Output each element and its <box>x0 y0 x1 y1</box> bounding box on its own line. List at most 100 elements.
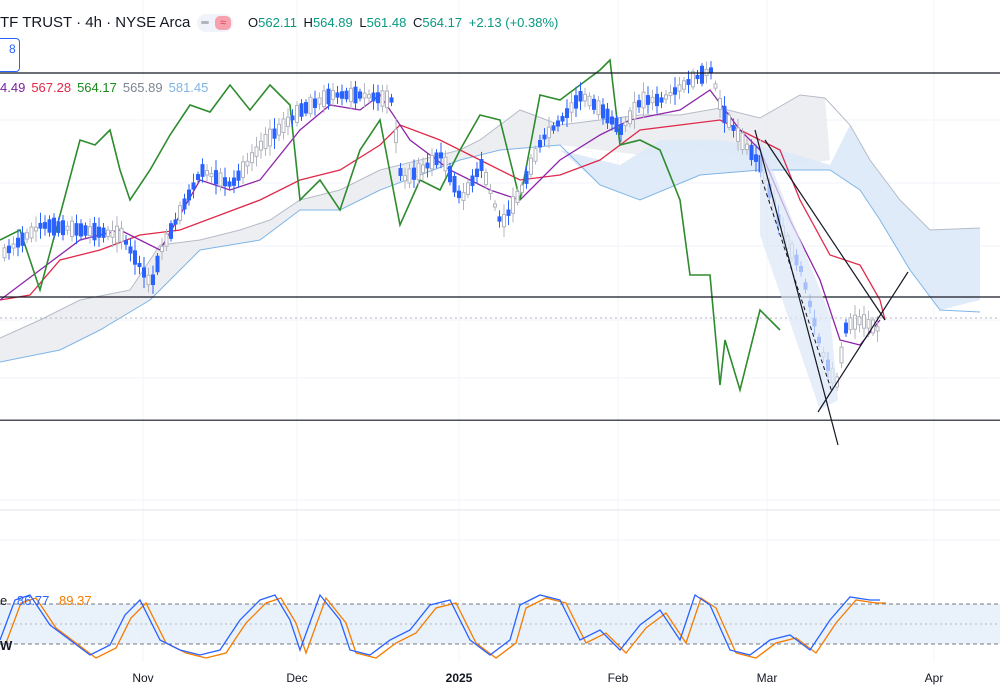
candle-body <box>596 100 601 116</box>
candle-body <box>241 161 245 179</box>
candle-body <box>331 90 335 100</box>
candle-body <box>605 108 610 124</box>
cloud-gray <box>0 95 830 362</box>
candle-body <box>862 314 866 329</box>
candle-body <box>101 227 106 238</box>
candle-body <box>295 105 299 123</box>
candle-body <box>425 162 430 169</box>
candle-body <box>115 225 119 244</box>
candle-body <box>416 162 421 181</box>
candle-body <box>515 191 520 203</box>
candle-body <box>628 110 632 125</box>
candle-body <box>52 217 56 236</box>
candle-body <box>56 221 61 233</box>
ichimoku-cloud <box>0 94 981 363</box>
candle-body <box>479 159 484 171</box>
candle-body <box>268 128 272 147</box>
close-value: 564.17 <box>422 15 463 30</box>
wedge-fill <box>760 138 838 410</box>
high-value: 564.89 <box>312 15 353 30</box>
candle-body <box>520 184 524 193</box>
candle-body <box>214 170 218 185</box>
candle-body <box>70 220 74 238</box>
candle-body <box>124 240 128 245</box>
candle-body <box>749 144 754 161</box>
candle-body <box>200 164 205 177</box>
candle-body <box>610 116 614 125</box>
candle-body <box>385 90 389 108</box>
candle-body <box>844 322 848 334</box>
candle-body <box>578 90 583 102</box>
ichimoku-value-4: 581.45 <box>168 80 209 95</box>
candle-body <box>371 92 376 102</box>
candle-body <box>205 169 209 176</box>
minus-icon <box>201 21 209 24</box>
candle-body <box>164 233 169 247</box>
candle-body <box>439 152 443 159</box>
candle-body <box>97 226 101 238</box>
candle-body <box>232 177 236 186</box>
indicator-toggle[interactable]: ≈ <box>197 14 233 32</box>
span-a-line <box>0 94 981 339</box>
candle-body <box>745 143 749 151</box>
candle-body <box>677 84 682 92</box>
candle-body <box>691 71 695 88</box>
time-label-mar: Mar <box>756 671 778 685</box>
time-label-dec: Dec <box>286 671 308 685</box>
candle-body <box>538 140 542 148</box>
candle-body <box>43 222 47 229</box>
ichimoku-value-3: 565.89 <box>122 80 163 95</box>
indicator-count-badge[interactable]: 8 <box>0 38 20 72</box>
candle-body <box>623 121 628 127</box>
time-label-feb: Feb <box>607 671 629 685</box>
candle-body <box>430 154 434 170</box>
ichimoku-value-1: 567.28 <box>31 80 72 95</box>
candle-body <box>709 67 713 74</box>
candle-body <box>614 117 619 133</box>
lagging-line <box>0 58 781 394</box>
candle-body <box>88 226 92 236</box>
candle-body <box>673 87 677 95</box>
candle-body <box>695 74 700 80</box>
candle-body <box>713 83 718 89</box>
candle-body <box>277 123 281 136</box>
horizontal-levels[interactable] <box>0 72 1000 421</box>
candle-body <box>740 132 745 151</box>
stoch-prefix: e <box>0 593 8 608</box>
candle-body <box>173 219 178 225</box>
candle-body <box>569 102 574 113</box>
candle-body <box>317 97 322 105</box>
candle-body <box>358 91 362 99</box>
candle-body <box>574 95 578 109</box>
candle-body <box>380 90 385 107</box>
change-value: +2.13 (+0.38%) <box>468 15 559 30</box>
candle-body <box>443 156 448 172</box>
candle-body <box>110 229 115 238</box>
candle-body <box>434 152 439 166</box>
candle-body <box>61 220 65 236</box>
candle-body <box>272 128 277 139</box>
time-label-nov: Nov <box>132 671 154 685</box>
candle-body <box>376 92 380 104</box>
candle-body <box>2 247 7 259</box>
candle-body <box>637 100 641 108</box>
ichimoku-value-0: 4.49 <box>0 80 26 95</box>
candle-body <box>560 115 565 122</box>
candle-body <box>254 146 259 157</box>
candle-body <box>682 80 686 90</box>
candle-body <box>326 88 331 105</box>
candle-body <box>308 96 313 115</box>
candle-body <box>655 93 659 107</box>
ichimoku-lines <box>0 58 886 394</box>
candle-body <box>592 98 596 110</box>
candle-body <box>106 229 110 237</box>
stoch-d-line <box>5 596 886 659</box>
candle-body <box>29 226 34 239</box>
stoch-w-label: W <box>0 638 13 653</box>
candle-body <box>686 79 691 85</box>
falling-wedge-drawing[interactable] <box>754 129 909 446</box>
candle-body <box>146 274 151 286</box>
candle-body <box>227 181 232 187</box>
candle-body <box>529 157 533 175</box>
